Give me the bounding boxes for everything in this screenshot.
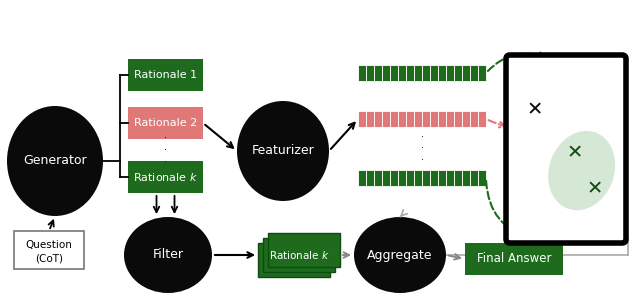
Bar [406, 170, 413, 186]
Bar [366, 111, 374, 127]
Text: ·
·
·: · · · [420, 132, 424, 165]
Ellipse shape [7, 106, 103, 216]
Bar [438, 170, 445, 186]
Bar [446, 111, 454, 127]
Bar [462, 111, 470, 127]
Text: Aggregate: Aggregate [367, 248, 433, 262]
Bar [446, 65, 454, 81]
Bar [454, 170, 461, 186]
Bar [390, 65, 397, 81]
Bar [422, 170, 429, 186]
Bar [430, 170, 438, 186]
Bar [438, 111, 445, 127]
Text: ✕: ✕ [587, 179, 604, 198]
Bar [358, 111, 365, 127]
Text: Rationale $k$: Rationale $k$ [133, 171, 198, 183]
Bar [422, 111, 429, 127]
Bar [128, 107, 203, 139]
Bar [374, 170, 381, 186]
Bar [14, 231, 84, 269]
Text: Final Answer: Final Answer [477, 252, 551, 266]
Bar [128, 161, 203, 193]
Bar [398, 65, 406, 81]
Bar [414, 170, 422, 186]
Bar [398, 111, 406, 127]
Bar [422, 65, 429, 81]
Bar [454, 111, 461, 127]
FancyBboxPatch shape [506, 55, 626, 243]
Bar [454, 65, 461, 81]
Bar [258, 243, 330, 277]
Bar [478, 111, 486, 127]
Text: Featurizer: Featurizer [252, 144, 314, 158]
Text: Question: Question [26, 240, 72, 251]
Bar [470, 111, 477, 127]
Bar [478, 65, 486, 81]
Bar [268, 233, 340, 267]
Text: Generator: Generator [23, 155, 87, 167]
Bar [478, 170, 486, 186]
Bar [406, 111, 413, 127]
Bar [382, 111, 390, 127]
Bar [382, 65, 390, 81]
Bar [446, 170, 454, 186]
Bar [414, 65, 422, 81]
Bar [406, 65, 413, 81]
Bar [358, 170, 365, 186]
Text: ·
·
·: · · · [164, 133, 167, 167]
Bar [438, 65, 445, 81]
Text: Rationale $k$: Rationale $k$ [269, 249, 330, 261]
Bar [390, 111, 397, 127]
Text: ✕: ✕ [567, 143, 583, 162]
Bar [374, 65, 381, 81]
Text: Filter: Filter [152, 248, 184, 262]
Bar [470, 170, 477, 186]
Bar [430, 65, 438, 81]
Bar [390, 170, 397, 186]
Bar [358, 65, 365, 81]
Bar [462, 65, 470, 81]
Ellipse shape [124, 217, 212, 293]
Bar [414, 111, 422, 127]
Bar [398, 170, 406, 186]
Text: Rationale 2: Rationale 2 [134, 118, 197, 128]
Ellipse shape [354, 217, 446, 293]
Bar [128, 59, 203, 91]
Bar [430, 111, 438, 127]
Bar [366, 170, 374, 186]
Text: (CoT): (CoT) [35, 253, 63, 263]
Bar [263, 238, 335, 272]
Ellipse shape [237, 101, 329, 201]
Bar [382, 170, 390, 186]
Text: ✕: ✕ [527, 100, 543, 119]
Bar [465, 243, 563, 275]
Bar [366, 65, 374, 81]
Bar [462, 170, 470, 186]
Text: Rationale 1: Rationale 1 [134, 70, 197, 80]
Ellipse shape [548, 131, 615, 210]
Bar [470, 65, 477, 81]
Bar [374, 111, 381, 127]
